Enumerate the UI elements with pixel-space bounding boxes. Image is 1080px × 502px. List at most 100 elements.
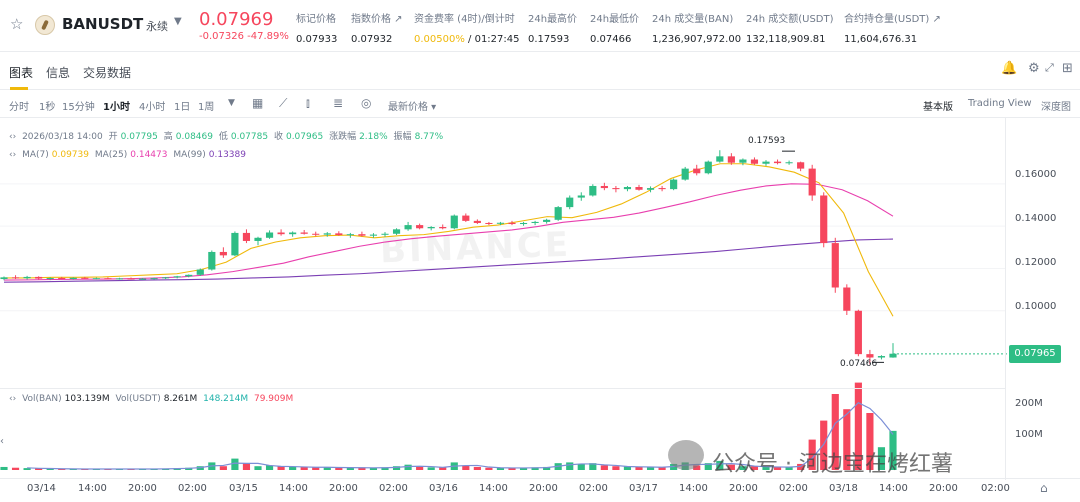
- candle-body: [462, 215, 470, 221]
- volume-bar: [219, 466, 227, 470]
- ma7-line: [4, 163, 894, 317]
- candle-body: [427, 227, 435, 229]
- volume-divider: [0, 388, 1005, 389]
- volume-bar: [404, 464, 412, 470]
- candle-body: [35, 276, 43, 279]
- symbol-name[interactable]: BANUSDT: [62, 15, 144, 33]
- settings-gear-icon[interactable]: ⚙: [1028, 61, 1040, 76]
- tab-trading-data[interactable]: 交易数据: [83, 66, 132, 80]
- legend-toggle-icon[interactable]: ‹›: [9, 394, 17, 404]
- fullscreen-icon[interactable]: ⤢: [1045, 61, 1054, 74]
- indicators-icon[interactable]: ≣: [333, 96, 344, 110]
- stat-index-price[interactable]: 指数价格 ↗ 0.07932: [351, 14, 403, 45]
- interval-dropdown-icon[interactable]: ▼: [228, 98, 235, 108]
- candle-type-icon[interactable]: ⫾: [306, 96, 310, 110]
- candle-body: [716, 156, 724, 162]
- interval-4h[interactable]: 4小时: [139, 102, 166, 113]
- interval-line[interactable]: 分时: [9, 102, 29, 113]
- candle-body: [623, 187, 632, 190]
- calendar-icon[interactable]: ▦: [252, 96, 264, 110]
- interval-1h[interactable]: 1小时: [103, 102, 130, 113]
- candle-body: [69, 277, 77, 280]
- candle-body: [289, 232, 297, 235]
- candle-body: [138, 278, 147, 280]
- volume-bar: [600, 465, 608, 470]
- volume-bar: [23, 468, 31, 470]
- volume-bar: [392, 466, 401, 470]
- line-chart-icon[interactable]: ⟋: [279, 96, 288, 110]
- axis-settings-icon[interactable]: ⌂: [1040, 481, 1048, 495]
- contract-type[interactable]: 永续: [146, 20, 168, 33]
- tab-chart[interactable]: 图表: [9, 66, 34, 80]
- high-price-marker: 0.17593: [748, 136, 786, 146]
- legend-toggle-icon[interactable]: ‹›: [9, 150, 17, 160]
- volume-bar: [231, 458, 239, 470]
- volume-bar: [750, 466, 759, 470]
- stat-open-interest[interactable]: 合约持仓量(USDT) ↗ 11,604,676.31: [844, 14, 941, 45]
- candle-body: [346, 234, 354, 236]
- alert-bell-icon[interactable]: 🔔: [1001, 61, 1018, 76]
- candle-body: [162, 277, 170, 279]
- x-tick: 20:00: [329, 483, 358, 494]
- x-tick: 02:00: [178, 483, 207, 494]
- volume-bar: [727, 464, 735, 470]
- volume-bar: [473, 466, 481, 470]
- view-basic[interactable]: 基本版: [923, 102, 953, 113]
- candle-body: [750, 159, 759, 164]
- layout-grid-icon[interactable]: ⊞: [1062, 61, 1073, 76]
- price-axis-divider: [1005, 118, 1006, 480]
- active-tab-indicator: [10, 87, 28, 90]
- candle-body: [381, 233, 389, 235]
- collapse-arrow-icon[interactable]: ‹: [0, 436, 4, 447]
- volume-bar: [312, 467, 320, 470]
- stat-24h-low: 24h最低价 0.07466: [590, 14, 640, 45]
- x-tick: 20:00: [929, 483, 958, 494]
- low-price-marker: 0.07466: [840, 359, 878, 369]
- volume-bar: [46, 468, 54, 470]
- volume-bar: [646, 466, 655, 470]
- crosshair-icon[interactable]: ◎: [361, 96, 372, 110]
- ma99-line: [3, 238, 894, 283]
- candle-body: [150, 278, 158, 280]
- interval-1d[interactable]: 1日: [174, 102, 191, 113]
- stat-24h-high: 24h最高价 0.17593: [528, 14, 578, 45]
- volume-bar: [485, 467, 493, 470]
- x-tick: 03/14: [27, 483, 56, 494]
- y-tick: 0.14000: [1015, 213, 1057, 224]
- candle-body: [600, 185, 608, 189]
- price-source-select[interactable]: 最新价格 ▾: [388, 102, 437, 113]
- x-tick: 14:00: [279, 483, 308, 494]
- candle-body: [23, 276, 31, 279]
- candle-body: [670, 179, 678, 190]
- chevron-down-icon[interactable]: ▼: [174, 16, 182, 27]
- volume-bar: [889, 430, 897, 470]
- candlestick-chart[interactable]: [0, 118, 1080, 480]
- stat-24h-turnover: 24h 成交额(USDT) 132,118,909.81: [746, 14, 834, 45]
- volume-bar: [242, 463, 251, 470]
- tab-info[interactable]: 信息: [46, 66, 71, 80]
- candle-body: [889, 353, 897, 358]
- interval-1s[interactable]: 1秒: [39, 102, 56, 113]
- stat-24h-volume: 24h 成交量(BAN) 1,236,907,972.00: [652, 14, 742, 45]
- volume-bar: [577, 464, 585, 470]
- current-price-label: 0.07965: [1009, 345, 1061, 363]
- volume-bar: [866, 413, 874, 470]
- candle-body: [589, 185, 597, 196]
- favorite-star-icon[interactable]: ☆: [10, 15, 24, 33]
- interval-15m[interactable]: 15分钟: [62, 102, 95, 113]
- volume-bar: [519, 467, 528, 470]
- x-tick: 14:00: [479, 483, 508, 494]
- candle-body: [693, 168, 701, 174]
- candle-body: [727, 156, 735, 163]
- legend-toggle-icon[interactable]: ‹›: [9, 132, 17, 142]
- interval-1w[interactable]: 1周: [198, 102, 215, 113]
- candle-body: [496, 222, 505, 224]
- volume-bar: [843, 409, 851, 470]
- candle-body: [577, 195, 585, 198]
- view-tradingview[interactable]: Trading View: [968, 98, 1032, 109]
- volume-bar: [508, 467, 516, 470]
- view-depth[interactable]: 深度图: [1041, 102, 1071, 113]
- candle-body: [473, 220, 481, 223]
- x-tick: 20:00: [729, 483, 758, 494]
